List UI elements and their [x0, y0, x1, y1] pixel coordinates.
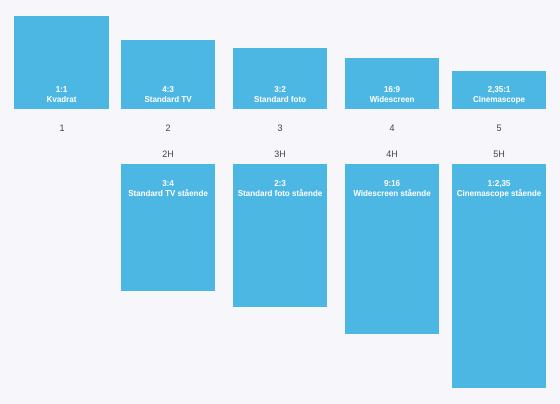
format-ratio: 4:3 — [162, 85, 174, 94]
format-number-portrait: 5H — [493, 149, 505, 159]
format-box-1-2-35: 1:2,35 Cinemascope stående — [452, 164, 546, 388]
format-number-portrait: 2H — [162, 149, 174, 159]
format-name: Widescreen — [369, 95, 415, 104]
format-number-portrait: 3H — [274, 149, 286, 159]
format-number: 4 — [389, 123, 395, 133]
format-ratio: 3:4 — [162, 179, 174, 188]
format-number: 1 — [59, 123, 65, 133]
format-ratio: 2:3 — [274, 179, 286, 188]
format-box-16-9: 16:9 Widescreen — [345, 58, 439, 109]
format-number: 3 — [277, 123, 283, 133]
format-ratio: 3:2 — [274, 85, 286, 94]
format-ratio: 1:1 — [55, 85, 68, 94]
format-box-4-3: 4:3 Standard TV — [121, 40, 215, 109]
format-number-portrait: 4H — [386, 149, 398, 159]
format-number: 5 — [496, 123, 502, 133]
format-name: Kvadrat — [46, 95, 77, 104]
format-box-3-2: 3:2 Standard foto — [233, 48, 327, 109]
format-box-2-3: 2:3 Standard foto stående — [233, 164, 327, 307]
format-box-1-1: 1:1 Kvadrat — [14, 16, 109, 109]
format-name: Standard foto — [254, 95, 306, 104]
format-ratio: 16:9 — [383, 85, 400, 94]
format-box-9-16: 9:16 Widescreen stående — [345, 164, 439, 334]
format-name: Widescreen stående — [353, 189, 431, 198]
format-name: Standard TV stående — [128, 189, 208, 198]
format-name: Standard foto stående — [237, 189, 323, 198]
format-ratio: 9:16 — [383, 179, 400, 188]
format-name: Cinemascope stående — [456, 189, 542, 198]
format-number: 2 — [165, 123, 171, 133]
format-ratio: 2,35:1 — [487, 85, 511, 94]
format-box-2-35-1: 2,35:1 Cinemascope — [452, 71, 546, 109]
format-box-3-4: 3:4 Standard TV stående — [121, 164, 215, 291]
format-ratio: 1:2,35 — [487, 179, 511, 188]
format-name: Standard TV — [144, 95, 192, 104]
format-name: Cinemascope — [472, 95, 526, 104]
